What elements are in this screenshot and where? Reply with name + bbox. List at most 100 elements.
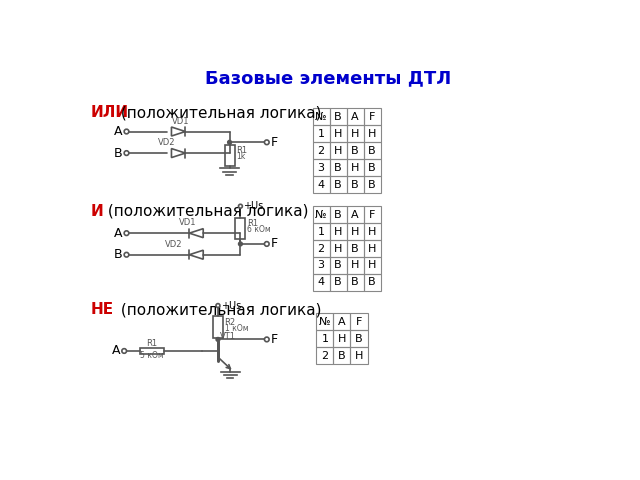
Text: VD1: VD1 bbox=[179, 218, 196, 228]
Circle shape bbox=[124, 129, 129, 134]
Text: F: F bbox=[271, 333, 278, 346]
Bar bbox=[333, 347, 351, 364]
Text: Н: Н bbox=[355, 350, 363, 360]
Text: В: В bbox=[338, 350, 346, 360]
Bar bbox=[330, 274, 347, 291]
Text: VT1: VT1 bbox=[220, 332, 236, 341]
Bar bbox=[312, 240, 330, 257]
Bar bbox=[347, 240, 364, 257]
Bar bbox=[213, 316, 223, 338]
Text: Н: Н bbox=[334, 146, 342, 156]
Text: 4: 4 bbox=[317, 180, 324, 190]
Bar bbox=[347, 274, 364, 291]
Text: F: F bbox=[356, 317, 362, 327]
Text: B: B bbox=[334, 210, 342, 220]
Text: Н: Н bbox=[368, 129, 376, 139]
Circle shape bbox=[216, 304, 220, 308]
Text: 4: 4 bbox=[317, 277, 324, 288]
Bar bbox=[330, 159, 347, 176]
Circle shape bbox=[264, 241, 269, 246]
Text: В: В bbox=[369, 180, 376, 190]
Text: A: A bbox=[112, 345, 120, 358]
Text: 1 кОм: 1 кОм bbox=[225, 324, 248, 333]
Bar bbox=[347, 206, 364, 223]
Bar bbox=[330, 176, 347, 193]
Text: F: F bbox=[271, 238, 278, 251]
Text: В: В bbox=[334, 180, 342, 190]
Text: (положительная логика): (положительная логика) bbox=[103, 204, 308, 219]
Bar bbox=[347, 176, 364, 193]
Text: (положительная логика): (положительная логика) bbox=[116, 302, 322, 317]
Bar bbox=[330, 142, 347, 159]
Text: ИЛИ: ИЛИ bbox=[91, 105, 129, 120]
Text: Н: Н bbox=[334, 227, 342, 237]
Text: №: № bbox=[319, 317, 331, 327]
Bar bbox=[364, 223, 381, 240]
Circle shape bbox=[122, 348, 127, 353]
Bar bbox=[312, 159, 330, 176]
Text: В: В bbox=[369, 277, 376, 288]
Text: В: В bbox=[351, 277, 359, 288]
Text: В: В bbox=[355, 334, 363, 344]
Circle shape bbox=[124, 151, 129, 156]
Text: +Us: +Us bbox=[244, 201, 264, 211]
Bar bbox=[225, 144, 235, 166]
Circle shape bbox=[124, 252, 129, 257]
Circle shape bbox=[239, 242, 243, 246]
Text: Н: Н bbox=[351, 227, 359, 237]
Text: В: В bbox=[369, 163, 376, 173]
Text: №: № bbox=[316, 210, 327, 220]
Text: Н: Н bbox=[351, 261, 359, 271]
Text: №: № bbox=[316, 112, 327, 122]
Text: F: F bbox=[369, 112, 376, 122]
Bar bbox=[330, 206, 347, 223]
Bar bbox=[364, 206, 381, 223]
Bar bbox=[347, 159, 364, 176]
Text: В: В bbox=[351, 243, 359, 253]
Bar bbox=[347, 108, 364, 125]
Text: 2: 2 bbox=[317, 146, 324, 156]
Bar bbox=[347, 223, 364, 240]
Text: Н: Н bbox=[338, 334, 346, 344]
Bar bbox=[351, 330, 367, 347]
Bar bbox=[364, 125, 381, 142]
Bar bbox=[347, 125, 364, 142]
Bar bbox=[351, 347, 367, 364]
Bar bbox=[330, 108, 347, 125]
Bar bbox=[316, 313, 333, 330]
Text: +Us: +Us bbox=[221, 300, 241, 311]
Text: 6 кОм: 6 кОм bbox=[247, 226, 271, 234]
Text: 1: 1 bbox=[317, 227, 324, 237]
Text: 1k: 1k bbox=[236, 152, 245, 161]
Bar bbox=[330, 257, 347, 274]
Text: B: B bbox=[114, 248, 123, 261]
Text: Н: Н bbox=[368, 227, 376, 237]
Text: Н: Н bbox=[334, 243, 342, 253]
Bar bbox=[316, 347, 333, 364]
Text: A: A bbox=[351, 210, 359, 220]
Text: В: В bbox=[334, 163, 342, 173]
Bar bbox=[364, 257, 381, 274]
Text: 5 кОм: 5 кОм bbox=[140, 350, 164, 360]
Circle shape bbox=[239, 204, 243, 208]
Bar bbox=[312, 257, 330, 274]
Text: R1: R1 bbox=[147, 339, 157, 348]
Text: B: B bbox=[334, 112, 342, 122]
Text: Н: Н bbox=[368, 243, 376, 253]
Bar bbox=[140, 348, 164, 354]
Text: В: В bbox=[369, 146, 376, 156]
Bar bbox=[351, 313, 367, 330]
Text: R1: R1 bbox=[247, 219, 258, 228]
Bar bbox=[236, 218, 246, 240]
Circle shape bbox=[216, 337, 220, 341]
Text: 2: 2 bbox=[321, 350, 328, 360]
Bar bbox=[330, 125, 347, 142]
Text: 1: 1 bbox=[321, 334, 328, 344]
Text: B: B bbox=[114, 146, 123, 159]
Bar bbox=[316, 330, 333, 347]
Bar bbox=[312, 142, 330, 159]
Text: Н: Н bbox=[368, 261, 376, 271]
Text: В: В bbox=[351, 180, 359, 190]
Text: 1: 1 bbox=[317, 129, 324, 139]
Bar bbox=[330, 223, 347, 240]
